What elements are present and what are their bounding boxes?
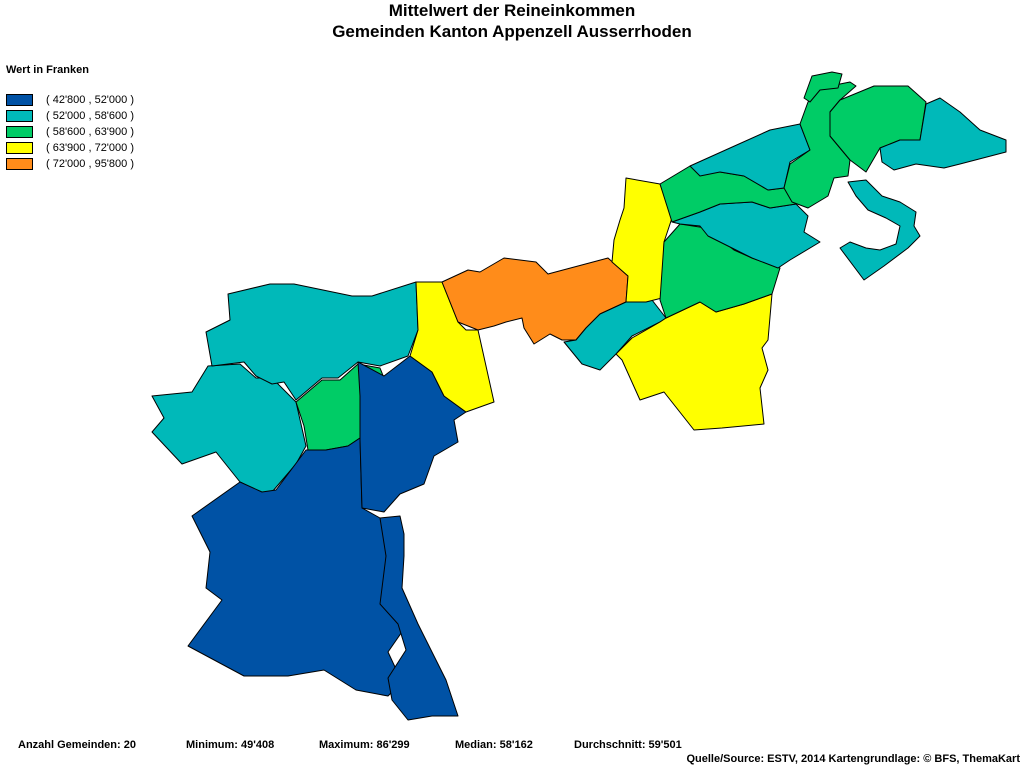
legend-item: ( 52'000 , 58'600 ) — [6, 108, 134, 124]
stat-maximum: Maximum: 86'299 — [319, 739, 410, 751]
legend-swatch — [6, 142, 33, 154]
legend: Wert in Franken ( 42'800 , 52'000 ) ( 52… — [6, 64, 134, 172]
legend-label: ( 42'800 , 52'000 ) — [46, 94, 134, 106]
legend-item: ( 63'900 , 72'000 ) — [6, 140, 134, 156]
legend-item: ( 72'000 , 95'800 ) — [6, 156, 134, 172]
municipality-region[interactable] — [151, 363, 307, 493]
legend-label: ( 63'900 , 72'000 ) — [46, 142, 134, 154]
stat-minimum: Minimum: 49'408 — [186, 739, 275, 751]
legend-swatch — [6, 94, 33, 106]
legend-item: ( 42'800 , 52'000 ) — [6, 92, 134, 108]
municipality-region[interactable] — [803, 71, 843, 103]
stat-count: Anzahl Gemeinden: 20 — [18, 739, 136, 751]
municipality-region[interactable] — [839, 179, 921, 281]
municipality-region[interactable] — [379, 515, 459, 721]
map-title: Mittelwert der Reineinkommen Gemeinden K… — [0, 0, 1024, 42]
municipality-region[interactable] — [879, 97, 1007, 171]
legend-swatch — [6, 158, 33, 170]
legend-swatch — [6, 110, 33, 122]
stat-mean: Durchschnitt: 59'501 — [574, 739, 682, 751]
title-line-2: Gemeinden Kanton Appenzell Ausserrhoden — [332, 22, 692, 41]
legend-label: ( 72'000 , 95'800 ) — [46, 158, 134, 170]
legend-label: ( 58'600 , 63'900 ) — [46, 126, 134, 138]
stat-median: Median: 58'162 — [455, 739, 533, 751]
legend-swatch — [6, 126, 33, 138]
source-credit: Quelle/Source: ESTV, 2014 Kartengrundlag… — [686, 753, 1020, 765]
municipality-region[interactable] — [205, 281, 419, 401]
legend-title: Wert in Franken — [6, 64, 89, 76]
legend-label: ( 52'000 , 58'600 ) — [46, 110, 134, 122]
legend-item: ( 58'600 , 63'900 ) — [6, 124, 134, 140]
title-line-1: Mittelwert der Reineinkommen — [388, 1, 636, 20]
